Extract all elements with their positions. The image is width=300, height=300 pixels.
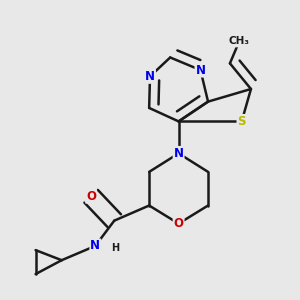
- Text: N: N: [145, 70, 155, 83]
- Text: O: O: [86, 190, 96, 203]
- Text: S: S: [237, 115, 246, 128]
- Text: N: N: [174, 147, 184, 160]
- Text: N: N: [90, 239, 100, 252]
- Text: CH₃: CH₃: [229, 37, 250, 46]
- Text: O: O: [174, 217, 184, 230]
- Text: N: N: [196, 64, 206, 76]
- Text: H: H: [111, 243, 119, 253]
